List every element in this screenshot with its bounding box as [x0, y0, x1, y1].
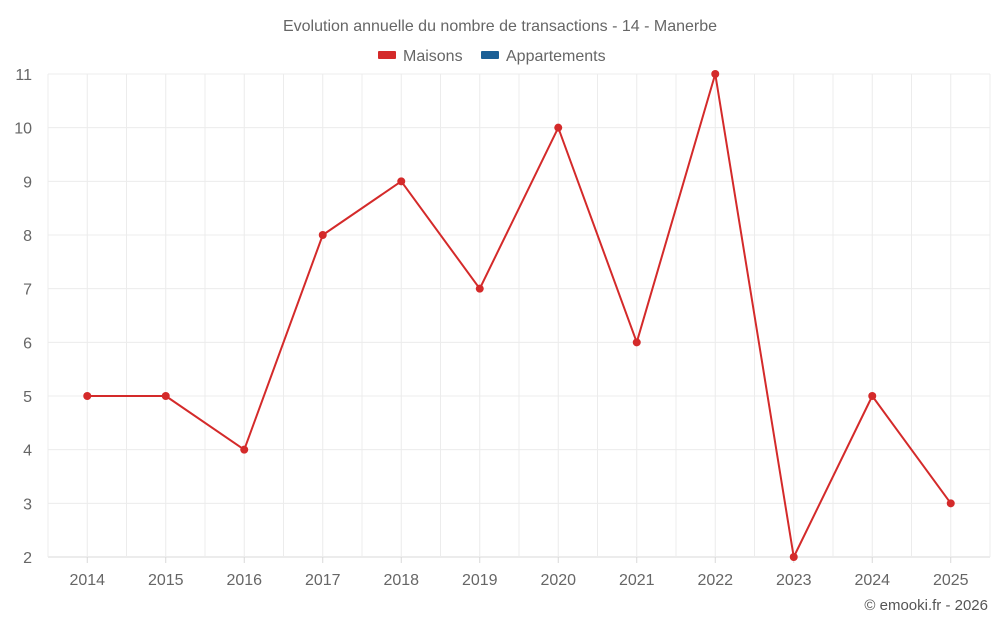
y-tick-label-3: 3 — [23, 496, 32, 513]
legend-swatch-maisons — [378, 51, 396, 59]
x-tick-label-2024: 2024 — [854, 572, 890, 589]
data-point-maisons-2020[interactable] — [554, 123, 563, 132]
data-point-maisons-2023[interactable] — [789, 553, 798, 561]
x-tick-label-2016: 2016 — [226, 572, 262, 589]
legend-item-appartements[interactable]: Appartements — [481, 48, 606, 65]
x-tick-label-2021: 2021 — [619, 572, 655, 589]
x-tick-label-2025: 2025 — [933, 572, 969, 589]
data-point-maisons-2015[interactable] — [161, 392, 170, 400]
y-tick-label-8: 8 — [23, 228, 32, 245]
x-tick-label-2019: 2019 — [462, 572, 498, 589]
series-line-maisons — [87, 73, 952, 558]
data-point-maisons-2016[interactable] — [240, 445, 249, 454]
grid-layer — [47, 73, 991, 558]
y-tick-label-10: 10 — [14, 121, 32, 138]
series-layer — [87, 73, 952, 558]
y-tick-label-5: 5 — [23, 389, 32, 406]
x-tick-label-2022: 2022 — [697, 572, 733, 589]
data-point-maisons-2024[interactable] — [868, 392, 877, 400]
y-tick-label-2: 2 — [23, 550, 32, 567]
y-tick-label-9: 9 — [23, 174, 32, 191]
x-tick-label-2023: 2023 — [776, 572, 812, 589]
y-tick-label-11: 11 — [15, 67, 32, 84]
axis-layer: 2 3 4 5 6 7 8 9 10 11 2014 2015 2016 2017 2018 2019 2020… — [14, 67, 968, 589]
x-tick-label-2017: 2017 — [305, 572, 341, 589]
data-point-maisons-2019[interactable] — [475, 284, 484, 293]
y-tick-label-7: 7 — [23, 282, 32, 299]
legend: Maisons Appartements — [378, 48, 606, 65]
x-tick-label-2015: 2015 — [148, 572, 184, 589]
points-layer — [83, 70, 955, 561]
data-point-maisons-2018[interactable] — [397, 177, 406, 186]
y-tick-label-4: 4 — [23, 443, 32, 460]
data-point-maisons-2017[interactable] — [318, 231, 327, 239]
x-tick-label-2014: 2014 — [69, 572, 105, 589]
x-tick-label-2020: 2020 — [540, 572, 576, 589]
x-tick-label-2018: 2018 — [383, 572, 419, 589]
data-point-maisons-2022[interactable] — [711, 70, 720, 78]
legend-label-appartements: Appartements — [506, 48, 606, 65]
legend-label-maisons: Maisons — [403, 48, 463, 65]
y-tick-label-6: 6 — [23, 335, 32, 352]
credit-text: © emooki.fr - 2026 — [864, 597, 988, 614]
data-point-maisons-2021[interactable] — [632, 338, 641, 347]
data-point-maisons-2014[interactable] — [83, 392, 92, 400]
chart-title: Evolution annuelle du nombre de transact… — [283, 18, 717, 35]
legend-item-maisons[interactable]: Maisons — [378, 48, 463, 65]
data-point-maisons-2025[interactable] — [946, 499, 955, 508]
legend-swatch-appartements — [481, 51, 499, 59]
